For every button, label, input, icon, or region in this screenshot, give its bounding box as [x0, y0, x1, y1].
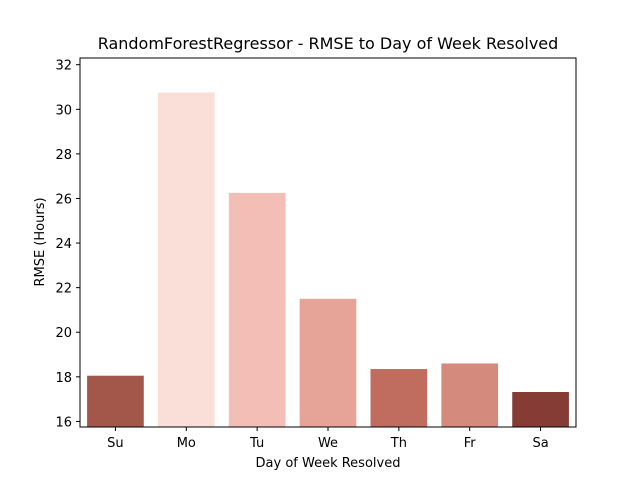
- y-tick-label: 16: [55, 415, 72, 430]
- y-tick-label: 30: [55, 103, 72, 118]
- bar-fr: [441, 363, 499, 427]
- y-tick-label: 32: [55, 59, 72, 74]
- x-tick-label: Fr: [464, 436, 477, 451]
- x-tick-label: We: [318, 436, 338, 451]
- x-tick-label: Su: [107, 436, 124, 451]
- y-tick-label: 22: [55, 282, 72, 297]
- chart-title: RandomForestRegressor - RMSE to Day of W…: [98, 34, 559, 53]
- x-tick-label: Tu: [249, 436, 264, 451]
- x-tick-label: Mo: [177, 436, 196, 451]
- y-tick-label: 28: [55, 148, 72, 163]
- x-axis-ticks: Su Mo Tu We Th Fr Sa: [107, 427, 549, 451]
- bar-tu: [228, 192, 286, 427]
- plot-frame: [79, 57, 577, 428]
- bar-th: [370, 369, 428, 427]
- bar-we: [299, 298, 357, 427]
- bar-mo: [157, 92, 215, 428]
- y-tick-label: 26: [55, 192, 72, 207]
- y-tick-label: 24: [55, 237, 72, 252]
- bars-group: [87, 92, 569, 428]
- x-tick-label: Sa: [532, 436, 548, 451]
- x-axis-label: Day of Week Resolved: [256, 456, 401, 471]
- y-axis-ticks: 16 18 20 22 24 26 28 30 32: [55, 59, 80, 430]
- y-tick-label: 20: [55, 326, 72, 341]
- bar-sa: [512, 391, 569, 427]
- x-tick-label: Th: [390, 436, 407, 451]
- y-tick-label: 18: [55, 371, 72, 386]
- bar-su: [87, 375, 144, 427]
- y-axis-label: RMSE (Hours): [33, 197, 48, 286]
